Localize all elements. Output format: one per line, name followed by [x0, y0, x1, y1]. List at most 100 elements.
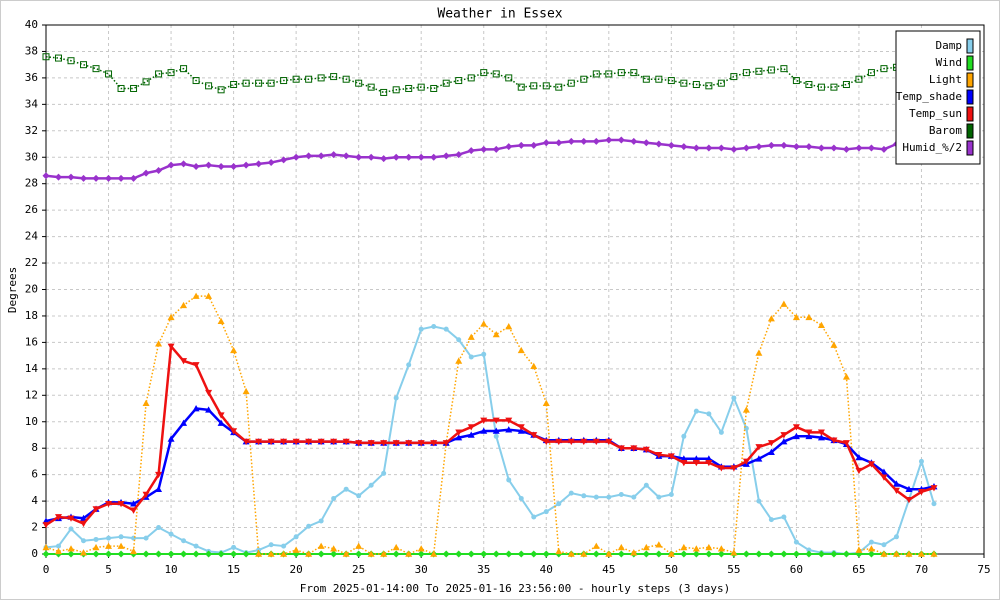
marker: [155, 166, 163, 174]
marker: [692, 550, 700, 558]
marker: [930, 550, 938, 557]
marker: [880, 550, 888, 557]
marker: [480, 320, 488, 327]
marker: [793, 539, 799, 545]
marker: [842, 550, 850, 558]
marker: [392, 550, 400, 558]
marker: [205, 82, 213, 90]
marker: [280, 550, 288, 557]
marker: [892, 487, 900, 495]
marker: [393, 395, 399, 401]
marker: [42, 53, 50, 61]
y-tick-label: 20: [25, 283, 38, 296]
marker: [330, 550, 338, 558]
marker: [430, 153, 438, 161]
marker: [817, 434, 825, 441]
marker: [855, 467, 863, 475]
marker: [492, 70, 500, 78]
marker: [792, 143, 800, 151]
marker: [780, 432, 788, 439]
marker: [280, 77, 288, 85]
marker: [155, 485, 163, 492]
marker: [531, 514, 537, 520]
marker: [492, 145, 500, 153]
marker: [780, 65, 788, 73]
legend-swatch: [966, 38, 974, 54]
marker: [780, 550, 788, 558]
marker: [481, 351, 487, 357]
marker: [867, 461, 875, 468]
marker: [830, 437, 838, 444]
y-tick-label: 14: [25, 362, 39, 375]
marker: [492, 330, 500, 338]
marker: [255, 438, 263, 446]
marker: [392, 86, 400, 94]
marker: [917, 550, 925, 557]
marker: [155, 340, 163, 347]
marker: [555, 83, 563, 91]
marker: [467, 74, 475, 82]
marker: [668, 491, 674, 497]
marker: [330, 545, 338, 552]
y-tick-label: 8: [31, 441, 38, 454]
marker: [792, 313, 800, 321]
marker: [480, 69, 488, 77]
legend-swatch: [966, 89, 974, 105]
marker: [342, 550, 350, 557]
marker: [692, 81, 700, 89]
marker: [543, 509, 549, 515]
marker: [205, 389, 213, 397]
legend-label: Wind: [936, 56, 963, 69]
marker: [455, 357, 463, 364]
marker: [692, 459, 700, 467]
marker: [767, 448, 775, 455]
marker: [367, 440, 375, 447]
marker: [556, 501, 562, 507]
marker: [430, 440, 438, 447]
marker: [580, 75, 588, 83]
marker: [417, 550, 425, 558]
series-line: [45, 55, 935, 94]
marker: [105, 174, 113, 182]
marker: [792, 550, 800, 558]
x-tick-label: 15: [227, 563, 240, 576]
y-tick-label: 34: [25, 97, 39, 110]
marker: [318, 518, 324, 524]
y-tick-label: 40: [25, 18, 38, 31]
marker: [630, 445, 638, 452]
marker: [217, 163, 225, 171]
marker: [342, 438, 350, 446]
marker: [317, 438, 325, 446]
marker: [592, 542, 600, 549]
marker: [667, 453, 675, 460]
marker: [293, 534, 299, 540]
marker: [355, 153, 363, 161]
marker: [430, 84, 438, 92]
marker: [180, 358, 188, 365]
marker: [767, 315, 775, 322]
marker: [281, 543, 287, 549]
marker: [242, 387, 250, 395]
marker: [130, 507, 138, 514]
marker: [693, 408, 699, 414]
x-tick-label: 55: [727, 563, 740, 576]
marker: [317, 74, 325, 82]
marker: [205, 550, 213, 558]
marker: [192, 77, 200, 85]
marker: [105, 550, 113, 558]
marker: [130, 174, 138, 182]
marker: [517, 550, 525, 558]
marker: [167, 550, 175, 558]
marker: [480, 550, 488, 558]
marker: [192, 362, 200, 369]
marker: [217, 86, 225, 94]
marker: [292, 75, 300, 83]
marker: [542, 139, 550, 147]
marker: [180, 301, 188, 309]
marker: [331, 495, 337, 501]
y-tick-label: 22: [25, 256, 38, 269]
marker: [805, 313, 813, 321]
marker: [792, 432, 800, 440]
marker: [606, 494, 612, 500]
marker: [917, 489, 925, 496]
